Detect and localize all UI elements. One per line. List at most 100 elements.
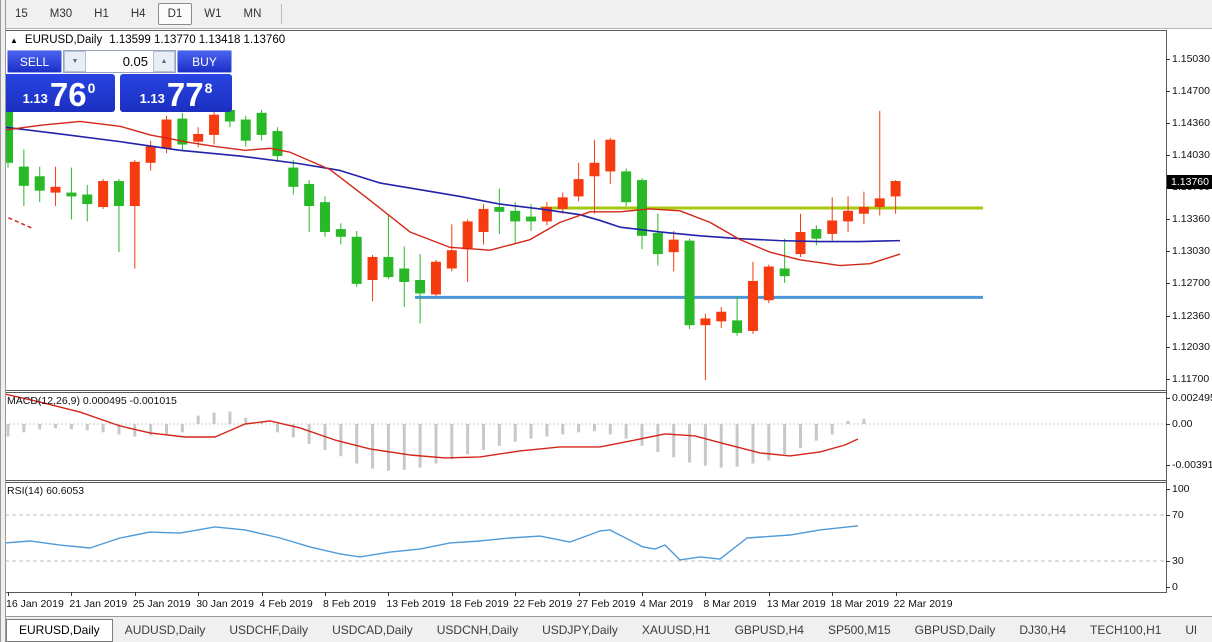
macd-histogram-bar: [814, 424, 818, 441]
candle: [716, 306, 727, 329]
candle: [177, 112, 188, 152]
price-axis-label: 1.11700: [1172, 372, 1210, 385]
macd-pane-canvas[interactable]: [5, 393, 1166, 480]
tab-tech100-h1[interactable]: TECH100,H1: [1090, 623, 1162, 637]
candle: [320, 196, 330, 237]
candle: [98, 179, 109, 209]
macd-histogram-bar: [149, 424, 153, 436]
volume-value[interactable]: 0.05: [122, 54, 148, 69]
candle: [811, 225, 822, 246]
macd-signal-line: [5, 393, 859, 459]
tab-gbpusd-h4[interactable]: GBPUSD,H4: [734, 623, 804, 637]
rsi-axis-label: 70: [1172, 509, 1184, 521]
tab-eurusd-daily[interactable]: EURUSD,Daily: [6, 618, 113, 642]
tab-ul[interactable]: Ul: [1185, 623, 1197, 637]
date-axis-label: 4 Feb 2019: [259, 598, 313, 610]
tab-usdcad-daily[interactable]: USDCAD,Daily: [332, 623, 413, 637]
candle: [541, 202, 552, 226]
macd-histogram-bar: [402, 424, 406, 470]
candle: [747, 261, 758, 334]
axis-vertical-border: [1166, 30, 1167, 593]
candle: [637, 178, 647, 250]
tab-audusd-daily[interactable]: AUDUSD,Daily: [124, 623, 206, 637]
main-pane-bottom-border: [4, 390, 1167, 391]
macd-histogram-bar: [165, 424, 168, 435]
timeframe-mn[interactable]: MN: [243, 8, 262, 20]
tab-usdcnh-daily[interactable]: USDCNH,Daily: [436, 623, 519, 637]
rsi-pane-bottom-border: [4, 592, 1167, 593]
red-dashed-trendline[interactable]: [5, 215, 35, 230]
fast-moving-average-line: [5, 120, 901, 267]
buy-button[interactable]: BUY: [177, 50, 232, 73]
chart-header: ▲ EURUSD,Daily 1.13599 1.13770 1.13418 1…: [10, 34, 285, 46]
timeframe-15[interactable]: 15: [15, 8, 28, 20]
timeframe-d1[interactable]: D1: [157, 3, 193, 25]
macd-axis-label: 0.002495: [1172, 392, 1212, 405]
candle: [5, 105, 13, 168]
macd-histogram-bar: [735, 424, 739, 467]
candle: [18, 149, 29, 207]
candle: [462, 219, 473, 282]
volume-spinner[interactable]: ▼ 0.05 ▲: [63, 50, 176, 73]
candle: [399, 246, 410, 307]
candle: [858, 191, 869, 225]
macd-histogram-bar: [862, 418, 866, 424]
chart-quote-ohlc: 1.13599 1.13770 1.13418 1.13760: [109, 34, 286, 46]
tab-sp500-m15[interactable]: SP500,M15: [827, 623, 891, 637]
timeframe-m30[interactable]: M30: [49, 8, 73, 20]
macd-histogram-bar: [656, 424, 660, 453]
macd-histogram-bar: [101, 424, 105, 433]
rsi-pane-top-border: [4, 482, 1167, 483]
timeframe-toolbar: 15 M30 H1 H4 D1 W1 MN: [5, 0, 1212, 29]
candle: [383, 215, 394, 280]
macd-histogram-bar: [180, 424, 184, 433]
macd-histogram-bar: [386, 424, 390, 471]
macd-histogram-bar: [703, 424, 707, 466]
price-axis-label: 1.14360: [1172, 117, 1210, 130]
bid-price-button[interactable]: 1.13 76 0: [3, 74, 115, 112]
volume-increase-icon[interactable]: ▲: [153, 51, 175, 72]
macd-histogram-bar: [719, 424, 723, 468]
macd-histogram-bar: [624, 424, 628, 439]
candle: [82, 184, 93, 222]
macd-histogram-bar: [85, 424, 89, 431]
main-pane-top-border: [4, 30, 1167, 31]
rsi-label: RSI(14) 60.6053: [7, 485, 85, 497]
tab-usdjpy-daily[interactable]: USDJPY,Daily: [542, 623, 618, 637]
tab-gbpusd-daily[interactable]: GBPUSD,Daily: [914, 623, 996, 637]
tab-xauusd-h1[interactable]: XAUUSD,H1: [641, 623, 711, 637]
chart-tab-bar: EURUSD,Daily AUDUSD,Daily USDCHF,Daily USDC…: [0, 616, 1212, 642]
window-left-border: [0, 0, 6, 642]
candle: [874, 110, 885, 216]
macd-histogram-bar: [529, 424, 533, 439]
candle: [113, 179, 124, 253]
ask-price-button[interactable]: 1.13 77 8: [120, 74, 232, 112]
macd-histogram-bar: [751, 424, 755, 464]
candle: [415, 254, 426, 324]
macd-histogram-bar: [830, 424, 834, 435]
candle: [763, 264, 774, 304]
volume-decrease-icon[interactable]: ▼: [64, 51, 86, 72]
candle: [478, 204, 489, 245]
bid-main-digits: 76: [49, 76, 87, 113]
rsi-line: [5, 525, 859, 561]
timeframe-h1[interactable]: H1: [94, 8, 109, 20]
macd-histogram-bar: [561, 424, 565, 435]
macd-histogram-bar: [513, 424, 517, 442]
rsi-pane-canvas[interactable]: [5, 483, 1166, 592]
tab-dj30-h4[interactable]: DJ30,H4: [1019, 623, 1067, 637]
sell-button[interactable]: SELL: [7, 50, 62, 73]
candle: [50, 166, 61, 207]
macd-histogram-bar: [799, 424, 802, 448]
tab-usdchf-daily[interactable]: USDCHF,Daily: [229, 623, 309, 637]
chart-symbol-label: EURUSD,Daily: [24, 34, 103, 46]
timeframe-h4[interactable]: H4: [130, 8, 146, 20]
timeframe-w1[interactable]: W1: [204, 8, 222, 20]
candle: [779, 238, 790, 283]
candle: [827, 197, 838, 241]
macd-histogram-bar: [54, 424, 58, 429]
macd-histogram-bar: [117, 424, 121, 435]
date-axis-label: 22 Mar 2019: [893, 598, 953, 610]
price-axis-label: 1.12030: [1172, 341, 1210, 354]
